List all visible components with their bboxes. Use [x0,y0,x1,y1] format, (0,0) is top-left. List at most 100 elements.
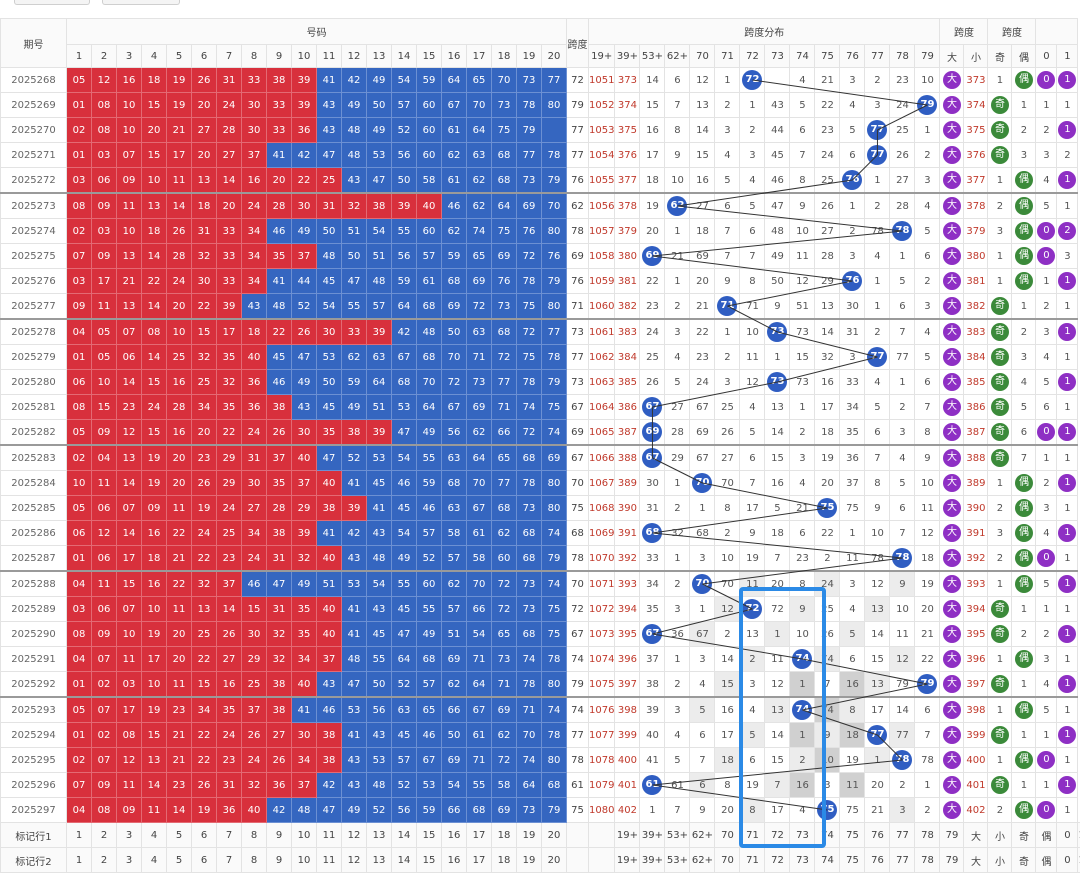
dist-cell: 24 [814,570,841,597]
size-ball: 大 [942,96,961,114]
number-cell: 23 [191,444,217,471]
table-row[interactable]: 2025272 03 06 09 10 11 13 14 16 20 22 25 43 47 50 58 61 6… [0,167,1080,194]
number-cell: 70 [466,470,492,496]
table-row[interactable]: 2025277 09 11 13 14 20 22 39 43 48 52 54 55 57 64 68 69 7… [0,293,1080,320]
table-row[interactable]: 2025285 05 06 07 09 11 19 24 27 28 29 38 39 41 45 46 63 6… [0,495,1080,521]
dist-cell: 6 [914,369,941,395]
number-cell: 03 [91,218,117,244]
toolbar-button-1[interactable] [14,0,90,5]
dist-cell: 10 [914,470,941,496]
number-cell: 31 [216,772,242,798]
count-cell: 1062 [587,344,616,370]
dist-cell: 31 [839,318,866,345]
dist-cell: 11 [914,495,941,521]
size-big-cell: 大 [939,444,965,471]
number-cell: 44 [291,268,317,294]
table-row[interactable]: 2025294 01 02 08 15 21 22 24 26 27 30 38 41 43 45 46 50 6… [0,722,1080,748]
dist-col-header: 78 [889,44,916,68]
table-row[interactable]: 2025271 01 03 07 15 17 20 27 37 41 42 47 48 53 56 60 62 6… [0,142,1080,168]
dist-cell: 4 [664,722,691,748]
dist-cell: 73 [789,318,816,345]
dist-cell: 19 [914,570,941,597]
dist-cell: 70 [689,570,716,597]
number-cell: 63 [441,444,467,471]
table-row[interactable]: 2025297 04 08 09 11 14 19 36 40 42 48 47 49 52 56 59 66 6… [0,797,1080,823]
dist-col-header: 74 [789,44,816,68]
number-cell: 17 [91,268,117,294]
toolbar-button-2[interactable] [102,0,180,5]
dist-cell: 74 [789,646,816,672]
table-row[interactable]: 2025288 04 11 15 16 22 32 37 46 47 49 51 53 54 55 60 62 7… [0,570,1080,597]
number-cell: 02 [91,722,117,748]
table-row[interactable]: 2025268 05 12 16 18 19 26 31 33 38 39 41 42 49 54 59 64 6… [0,67,1080,93]
size-small-cell: 376 [963,142,989,168]
dist-cell: 13 [689,92,716,118]
table-row[interactable]: 2025287 01 06 17 18 21 22 23 24 31 32 40 43 48 49 52 57 5… [0,545,1080,572]
table-row[interactable]: 2025289 03 06 07 10 11 13 14 15 31 35 40 41 43 45 55 57 6… [0,596,1080,622]
dist-cell: 13 [814,293,841,320]
number-cell: 47 [391,419,417,446]
dist-cell: 1 [839,192,866,219]
table-row[interactable]: 2025273 08 09 11 13 14 18 20 24 28 30 31 32 38 39 40 46 6… [0,192,1080,219]
table-row[interactable]: 2025274 02 03 10 18 26 31 33 34 46 49 50 51 54 55 60 62 7… [0,218,1080,244]
parity-odd-cell: 1 [987,696,1013,723]
number-cell: 38 [341,419,367,446]
number-cell: 32 [216,369,242,395]
number-cell: 15 [191,318,217,345]
table-row[interactable]: 2025275 07 09 13 14 28 32 33 34 35 37 48 50 51 56 57 59 6… [0,243,1080,269]
even-ball: 偶 [1014,701,1033,719]
top-toolbar [0,0,1080,18]
table-row[interactable]: 2025286 06 12 14 16 22 24 25 34 38 39 41 42 43 54 57 58 6… [0,520,1080,546]
table-row[interactable]: 2025282 05 09 12 15 16 20 22 24 26 30 35 38 39 47 49 56 6… [0,419,1080,446]
table-row[interactable]: 2025278 04 05 07 08 10 15 17 18 22 26 30 33 39 42 48 50 6… [0,318,1080,345]
table-row[interactable]: 2025296 07 09 11 14 23 26 31 32 36 37 42 43 48 52 53 54 5… [0,772,1080,798]
footer-parity: 奇 [1011,847,1037,873]
span-cell: 69 [566,419,589,446]
table-row[interactable]: 2025284 10 11 14 19 20 26 29 30 35 37 40 41 45 46 59 68 7… [0,470,1080,496]
dist-cell: 6 [739,218,766,244]
table-row[interactable]: 2025269 01 08 10 15 19 20 24 30 33 39 43 49 50 57 60 67 7… [0,92,1080,118]
size-ball: 大 [942,776,961,794]
table-row[interactable]: 2025290 08 09 10 19 20 25 26 30 32 35 40 41 45 47 49 51 5… [0,621,1080,647]
dist-cell: 17 [739,495,766,521]
number-cell: 41 [366,495,392,521]
table-row[interactable]: 2025293 05 07 17 19 23 34 35 37 38 41 46 53 56 63 65 66 6… [0,696,1080,723]
table-row[interactable]: 2025295 02 07 12 13 21 22 23 24 26 34 38 43 53 57 67 69 7… [0,747,1080,773]
dist-cell: 68 [689,520,716,546]
dist-cell: 1 [689,495,716,521]
num-col-header: 1 [66,44,92,68]
number-cell: 41 [341,470,367,496]
number-cell: 40 [316,596,342,622]
table-row[interactable]: 2025281 08 15 23 24 28 34 35 36 38 43 45 49 51 53 64 67 6… [0,394,1080,420]
footer-dist: 77 [889,847,916,873]
span-ball: 72 [742,70,763,90]
parity-even-cell: 偶 [1011,218,1037,244]
number-cell: 38 [266,520,292,546]
number-cell: 15 [241,596,267,622]
dist-cell: 8 [739,268,766,294]
footer-label: 标记行2 [0,847,67,873]
dist-cell: 8 [914,419,941,446]
number-cell: 61 [441,117,467,143]
table-row[interactable]: 2025283 02 04 13 19 20 23 29 31 37 40 47 52 53 54 55 63 6… [0,444,1080,471]
number-cell: 72 [491,747,517,773]
number-cell: 56 [441,419,467,446]
dist-cell: 4 [714,142,741,168]
number-cell: 08 [91,797,117,823]
table-row[interactable]: 2025270 02 08 10 20 21 27 28 30 33 36 43 48 49 52 60 61 6… [0,117,1080,143]
number-cell: 13 [116,243,142,269]
number-cell: 13 [191,596,217,622]
parity-even-cell: 3 [1011,344,1037,370]
dist-cell: 75 [814,495,841,521]
count-cell: 1071 [587,570,616,597]
table-row[interactable]: 2025291 04 07 11 17 20 22 27 29 32 34 37 48 55 64 68 69 7… [0,646,1080,672]
count-cell: 1078 [587,747,616,773]
table-row[interactable]: 2025276 03 17 21 22 24 30 33 34 41 44 45 47 48 59 61 68 6… [0,268,1080,294]
number-cell: 04 [91,444,117,471]
dist-cell: 26 [814,192,841,219]
table-row[interactable]: 2025280 06 10 14 15 16 25 32 36 46 49 50 59 64 68 70 72 7… [0,369,1080,395]
number-cell: 80 [541,747,567,773]
table-row[interactable]: 2025279 01 05 06 14 25 32 35 40 45 47 53 62 63 67 68 70 7… [0,344,1080,370]
dist-cell: 3 [914,293,941,320]
table-row[interactable]: 2025292 01 02 03 10 11 15 16 25 38 40 43 47 50 52 57 62 6… [0,671,1080,698]
